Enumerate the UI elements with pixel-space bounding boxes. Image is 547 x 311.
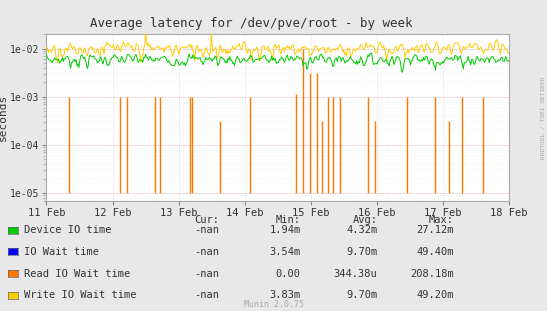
Text: Average latency for /dev/pve/root - by week: Average latency for /dev/pve/root - by w… — [90, 17, 413, 30]
Text: -nan: -nan — [194, 290, 219, 300]
Text: 1.94m: 1.94m — [270, 225, 301, 235]
Text: 208.18m: 208.18m — [410, 269, 454, 279]
Text: RRDTOOL / TOBI OETIKER: RRDTOOL / TOBI OETIKER — [540, 77, 545, 160]
Text: Munin 2.0.75: Munin 2.0.75 — [243, 300, 304, 309]
Text: 0.00: 0.00 — [276, 269, 301, 279]
Text: 27.12m: 27.12m — [416, 225, 454, 235]
Text: -nan: -nan — [194, 269, 219, 279]
Text: 49.40m: 49.40m — [416, 247, 454, 257]
Text: 9.70m: 9.70m — [346, 290, 377, 300]
Text: 3.54m: 3.54m — [270, 247, 301, 257]
Text: 344.38u: 344.38u — [334, 269, 377, 279]
Text: Min:: Min: — [276, 215, 301, 225]
Y-axis label: seconds: seconds — [0, 94, 8, 141]
Text: Device IO time: Device IO time — [24, 225, 111, 235]
Text: -nan: -nan — [194, 247, 219, 257]
Text: -nan: -nan — [194, 225, 219, 235]
Text: Cur:: Cur: — [194, 215, 219, 225]
Text: 49.20m: 49.20m — [416, 290, 454, 300]
Text: Write IO Wait time: Write IO Wait time — [24, 290, 136, 300]
Text: 4.32m: 4.32m — [346, 225, 377, 235]
Text: Avg:: Avg: — [352, 215, 377, 225]
Text: 9.70m: 9.70m — [346, 247, 377, 257]
Text: IO Wait time: IO Wait time — [24, 247, 98, 257]
Text: Max:: Max: — [429, 215, 454, 225]
Text: Read IO Wait time: Read IO Wait time — [24, 269, 130, 279]
Text: 3.83m: 3.83m — [270, 290, 301, 300]
